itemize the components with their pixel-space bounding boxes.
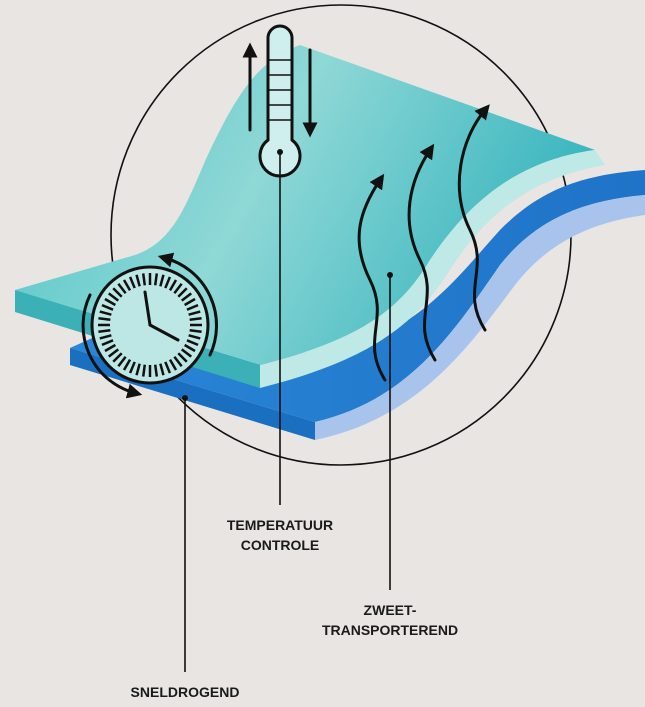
clock-tick [189,328,202,334]
sweat-arrows [357,104,490,382]
clock-tick [141,273,147,286]
clock-tick [153,364,159,377]
clock-tick [184,297,196,307]
clock-tick [164,361,172,374]
clock-tick [186,303,199,311]
label: CONTROLE [241,537,320,553]
clock-tick [122,279,132,291]
clock-tick [117,282,127,295]
label: TRANSPORTEREND [322,622,458,638]
clock-tick [184,343,196,353]
clock-tick [141,364,147,377]
clock-tick [159,274,165,287]
clock-tick [112,352,123,363]
clock-tick [128,276,136,289]
clock-tick [104,343,116,353]
clock-tick [186,339,199,347]
clock-tick [112,287,123,298]
clock-tick [107,292,120,302]
label: SNELDROGEND [131,684,240,700]
clock-tick [99,334,112,340]
clock-tick [122,359,132,371]
clock-tick [104,297,116,307]
clock-icon [81,252,218,401]
clock-tick [153,273,159,286]
clock-tick [128,361,136,374]
clock-tick [173,355,183,368]
clock-tick [135,274,141,287]
clock-tick [159,363,165,376]
clock-tick [189,316,202,322]
clock-tick [168,359,178,371]
clock-tick [107,348,120,358]
clock-tick [173,282,183,295]
label: ZWEET- [364,602,417,618]
clock-tick [101,303,114,311]
clock-tick [180,292,193,302]
clock-tick [188,334,201,340]
clock-tick [180,348,193,358]
clock-tick [117,355,127,368]
thermometer-icon [242,24,318,178]
clock-tick [98,328,111,334]
clock-tick [101,339,114,347]
clock-tick [98,316,111,322]
clock-tick [177,287,188,298]
clock-tick [135,363,141,376]
clock-tick [188,310,201,316]
clock-tick [164,276,172,289]
clock-tick [168,279,178,291]
clock-tick [177,352,188,363]
clock-tick [99,310,112,316]
label: TEMPERATUUR [227,517,333,533]
